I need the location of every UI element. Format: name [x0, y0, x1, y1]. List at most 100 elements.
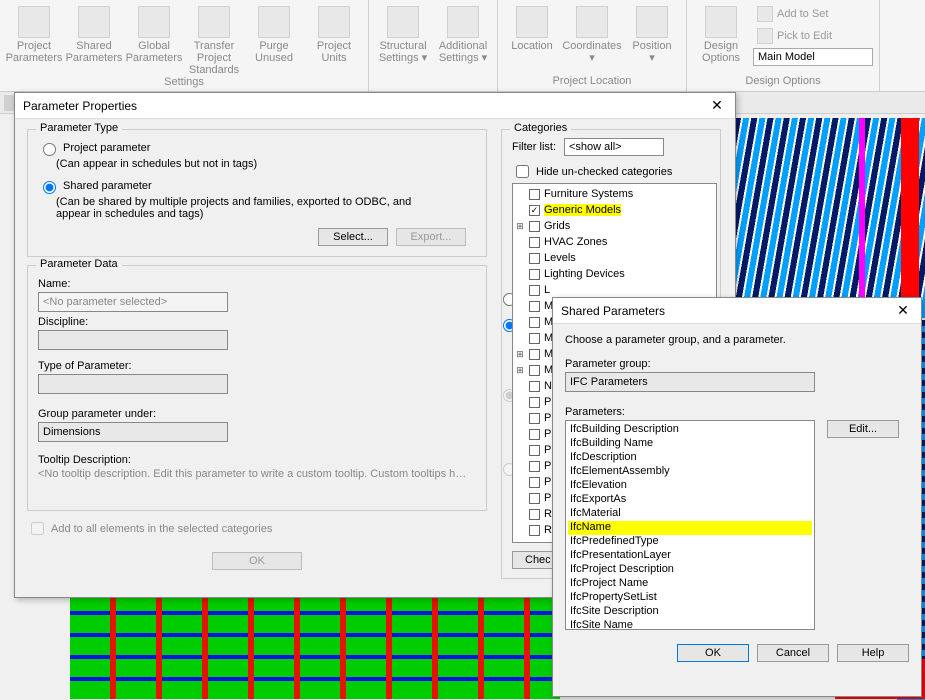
ribbon-button[interactable]: SharedParameters — [66, 2, 122, 76]
type-of-parameter-select[interactable] — [38, 374, 228, 394]
ribbon-button[interactable]: ProjectUnits — [306, 2, 362, 76]
ribbon-button[interactable]: Coordinates▾ — [564, 2, 620, 75]
expand-icon[interactable]: ⊞ — [515, 349, 525, 360]
ribbon-small-button[interactable]: Pick to Edit — [753, 26, 873, 46]
name-input[interactable] — [38, 292, 228, 312]
group-legend: Categories — [510, 122, 571, 134]
ribbon-button[interactable]: PurgeUnused — [246, 2, 302, 76]
category-label: N — [544, 380, 552, 392]
ribbon-button[interactable]: ProjectParameters — [6, 2, 62, 76]
close-icon[interactable]: ✕ — [707, 96, 727, 116]
category-checkbox[interactable] — [529, 429, 540, 440]
cancel-button[interactable]: Cancel — [757, 644, 829, 662]
parameter-item[interactable]: IfcPresentationLayer — [568, 549, 812, 563]
ribbon-label: DesignOptions — [702, 40, 740, 64]
category-label: P — [544, 412, 551, 424]
ribbon-button[interactable]: DesignOptions — [693, 2, 749, 75]
group-under-select[interactable]: Dimensions — [38, 422, 228, 442]
help-text: (Can appear in schedules but not in tags… — [56, 158, 476, 170]
parameter-item[interactable]: IfcSite Name — [568, 619, 812, 630]
ribbon-icon — [705, 6, 737, 38]
category-checkbox[interactable] — [529, 461, 540, 472]
category-row[interactable]: Levels — [515, 250, 714, 266]
category-row[interactable]: ⊞Grids — [515, 218, 714, 234]
category-label: P — [544, 444, 551, 456]
category-checkbox[interactable] — [529, 365, 540, 376]
category-checkbox[interactable] — [529, 349, 540, 360]
ribbon-group-label: Project Location — [504, 75, 680, 89]
main-model-input[interactable] — [753, 48, 873, 66]
parameter-item[interactable]: IfcPropertySetList — [568, 591, 812, 605]
parameter-group-select[interactable]: IFC Parameters — [565, 372, 815, 392]
tooltip-description: <No tooltip description. Edit this param… — [38, 468, 468, 480]
ribbon-icon — [636, 6, 668, 38]
ribbon-icon — [318, 6, 350, 38]
dialog-titlebar: Parameter Properties ✕ — [15, 93, 735, 119]
category-checkbox[interactable] — [529, 413, 540, 424]
expand-icon[interactable]: ⊞ — [515, 365, 525, 376]
category-checkbox[interactable] — [529, 317, 540, 328]
parameter-item[interactable]: IfcDescription — [568, 451, 812, 465]
ribbon-label: TransferProject Standards — [186, 40, 242, 76]
parameters-list[interactable]: IfcBuilding DescriptionIfcBuilding NameI… — [565, 420, 815, 630]
category-label: Lighting Devices — [544, 268, 625, 280]
parameter-item[interactable]: IfcMaterial — [568, 507, 812, 521]
ribbon-button[interactable]: Position▾ — [624, 2, 680, 75]
parameter-item[interactable]: IfcName — [568, 521, 812, 535]
ribbon-button[interactable]: GlobalParameters — [126, 2, 182, 76]
help-button[interactable]: Help — [837, 644, 909, 662]
category-label: Levels — [544, 252, 576, 264]
model-view-top — [735, 118, 925, 318]
hide-unchecked-checkbox[interactable] — [516, 165, 529, 178]
ribbon-button[interactable]: StructuralSettings ▾ — [375, 2, 431, 87]
category-row[interactable]: Lighting Devices — [515, 266, 714, 282]
ribbon-label: ProjectParameters — [6, 40, 63, 64]
ribbon-small-button[interactable]: Add to Set — [753, 4, 873, 24]
parameter-item[interactable]: IfcSite Description — [568, 605, 812, 619]
category-row[interactable]: Generic Models — [515, 202, 714, 218]
ribbon-label: SharedParameters — [66, 40, 123, 64]
ribbon-icon — [138, 6, 170, 38]
parameter-item[interactable]: IfcExportAs — [568, 493, 812, 507]
parameter-item[interactable]: IfcElementAssembly — [568, 465, 812, 479]
ribbon-label: Pick to Edit — [777, 30, 832, 42]
ribbon-button[interactable]: TransferProject Standards — [186, 2, 242, 76]
category-row[interactable]: L — [515, 282, 714, 298]
category-row[interactable]: HVAC Zones — [515, 234, 714, 250]
category-checkbox[interactable] — [529, 509, 540, 520]
category-checkbox[interactable] — [529, 253, 540, 264]
category-checkbox[interactable] — [529, 333, 540, 344]
project-parameter-radio[interactable] — [43, 143, 56, 156]
parameter-item[interactable]: IfcBuilding Name — [568, 437, 812, 451]
ribbon-button[interactable]: AdditionalSettings ▾ — [435, 2, 491, 87]
category-checkbox[interactable] — [529, 285, 540, 296]
edit-button[interactable]: Edit... — [827, 420, 899, 438]
category-checkbox[interactable] — [529, 237, 540, 248]
close-icon[interactable]: ✕ — [893, 301, 913, 321]
parameter-item[interactable]: IfcProject Name — [568, 577, 812, 591]
parameter-item[interactable]: IfcElevation — [568, 479, 812, 493]
parameter-item[interactable]: IfcPredefinedType — [568, 535, 812, 549]
parameter-item[interactable]: IfcBuilding Description — [568, 423, 812, 437]
discipline-select[interactable] — [38, 330, 228, 350]
category-checkbox[interactable] — [529, 525, 540, 536]
filter-select[interactable]: <show all> — [564, 138, 664, 156]
category-checkbox[interactable] — [529, 397, 540, 408]
category-checkbox[interactable] — [529, 205, 540, 216]
field-label: Filter list: — [512, 141, 556, 153]
ribbon-button[interactable]: Location — [504, 2, 560, 75]
category-checkbox[interactable] — [529, 221, 540, 232]
category-row[interactable]: Furniture Systems — [515, 186, 714, 202]
select-button[interactable]: Select... — [318, 228, 388, 246]
category-checkbox[interactable] — [529, 189, 540, 200]
category-checkbox[interactable] — [529, 381, 540, 392]
category-checkbox[interactable] — [529, 493, 540, 504]
category-checkbox[interactable] — [529, 301, 540, 312]
ok-button[interactable]: OK — [677, 644, 749, 662]
expand-icon[interactable]: ⊞ — [515, 221, 525, 232]
parameter-item[interactable]: IfcProject Description — [568, 563, 812, 577]
shared-parameter-radio[interactable] — [43, 181, 56, 194]
category-checkbox[interactable] — [529, 269, 540, 280]
category-checkbox[interactable] — [529, 477, 540, 488]
category-checkbox[interactable] — [529, 445, 540, 456]
